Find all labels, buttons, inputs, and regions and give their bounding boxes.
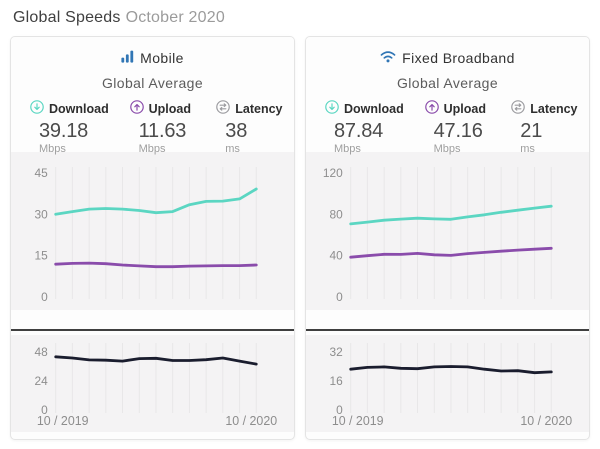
upload-arrow-icon: [424, 100, 439, 117]
stat-unit: Mbps: [334, 143, 361, 155]
mobile-stats-row: Download 39.18 Mbps Upload: [11, 100, 294, 155]
svg-text:10 / 2020: 10 / 2020: [225, 414, 277, 428]
stat-label: Upload: [443, 101, 486, 116]
panel-subtitle: Global Average: [396, 75, 499, 91]
mobile-panel-title-row: Mobile: [11, 50, 294, 66]
stat-unit: ms: [225, 143, 240, 155]
stat-label: Latency: [235, 101, 283, 116]
chart-divider-gap: [11, 310, 294, 335]
panel-title: Mobile: [140, 50, 184, 66]
latency-icon: [216, 100, 231, 117]
panel-title: Fixed Broadband: [402, 50, 515, 66]
chart-divider-gap: [306, 310, 589, 335]
fixed-latency-stat: Latency 21 ms: [511, 100, 581, 155]
latency-icon: [511, 100, 526, 117]
fixed-speed-chart[interactable]: 120 80 40 0: [306, 152, 589, 310]
stat-label: Latency: [530, 101, 578, 116]
fixed-panel-title-row: Fixed Broadband: [306, 50, 589, 66]
svg-text:80: 80: [330, 207, 344, 221]
stat-unit: Mbps: [433, 143, 461, 155]
stat-label: Download: [344, 101, 404, 116]
svg-text:120: 120: [323, 166, 343, 180]
mobile-latency-stat: Latency 38 ms: [216, 100, 286, 155]
stat-value: 38: [225, 120, 248, 142]
mobile-download-stat: Download 39.18 Mbps: [30, 100, 130, 155]
svg-text:45: 45: [35, 166, 49, 180]
stat-value: 11.63: [138, 120, 187, 142]
page-title-period: October 2020: [125, 9, 225, 26]
chart-divider: [306, 329, 589, 331]
svg-text:10 / 2020: 10 / 2020: [520, 414, 572, 428]
wifi-icon: [380, 50, 396, 66]
page-title-main: Global Speeds: [13, 9, 121, 26]
mobile-upload-stat: Upload 11.63 Mbps: [129, 100, 217, 155]
svg-text:30: 30: [35, 207, 49, 221]
svg-text:24: 24: [35, 374, 49, 388]
svg-text:16: 16: [330, 374, 344, 388]
fixed-stats-row: Download 87.84 Mbps Upload: [306, 100, 589, 155]
stat-label: Download: [49, 101, 109, 116]
panels-row: Mobile Global Average Download 39.18: [0, 36, 600, 440]
svg-text:0: 0: [336, 403, 343, 417]
mobile-bars-icon: [121, 50, 134, 66]
fixed-panel-header: Fixed Broadband Global Average Download: [306, 37, 589, 155]
svg-text:0: 0: [41, 290, 48, 304]
upload-arrow-icon: [129, 100, 144, 117]
fixed-download-stat: Download 87.84 Mbps: [325, 100, 425, 155]
fixed-upload-stat: Upload 47.16 Mbps: [424, 100, 512, 155]
stat-label: Upload: [148, 101, 191, 116]
svg-text:10 / 2019: 10 / 2019: [37, 414, 89, 428]
mobile-panel-header: Mobile Global Average Download 39.18: [11, 37, 294, 155]
svg-text:48: 48: [35, 345, 49, 359]
panel-subtitle: Global Average: [101, 75, 204, 91]
stat-value: 21: [520, 120, 543, 142]
mobile-panel: Mobile Global Average Download 39.18: [10, 36, 295, 440]
stat-unit: ms: [520, 143, 535, 155]
download-arrow-icon: [30, 100, 44, 117]
stat-value: 39.18: [39, 120, 89, 142]
download-arrow-icon: [325, 100, 339, 117]
fixed-latency-chart[interactable]: 32 16 010 / 2019 10 / 2020: [306, 335, 589, 432]
mobile-latency-chart[interactable]: 48 24 010 / 2019 10 / 2020: [11, 335, 294, 432]
svg-text:40: 40: [330, 249, 344, 263]
svg-text:10 / 2019: 10 / 2019: [332, 414, 384, 428]
mobile-speed-chart[interactable]: 45 30 15 0: [11, 152, 294, 310]
stat-unit: Mbps: [138, 143, 166, 155]
svg-text:0: 0: [41, 403, 48, 417]
page-title: Global Speeds October 2020: [0, 0, 600, 27]
svg-text:32: 32: [330, 345, 344, 359]
chart-divider: [11, 329, 294, 331]
svg-text:0: 0: [336, 290, 343, 304]
stat-value: 47.16: [433, 120, 483, 142]
fixed-broadband-panel: Fixed Broadband Global Average Download: [305, 36, 590, 440]
svg-text:15: 15: [35, 249, 49, 263]
stat-value: 87.84: [334, 120, 384, 142]
stat-unit: Mbps: [39, 143, 66, 155]
